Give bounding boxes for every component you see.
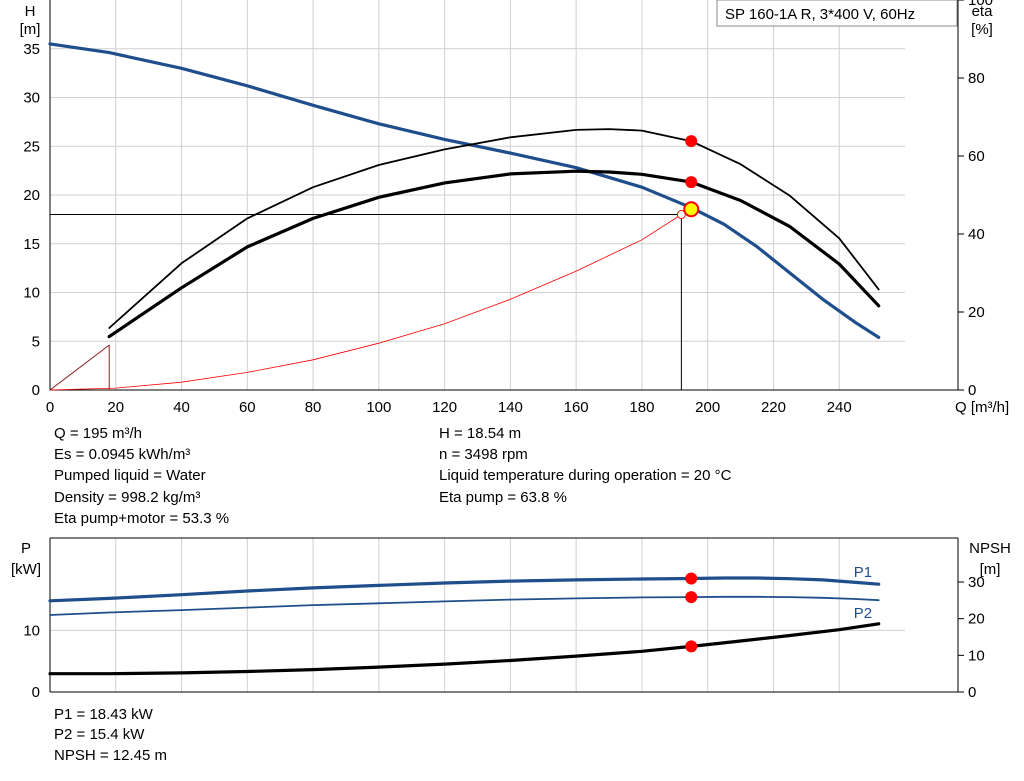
title-box [716,0,958,27]
top-x-tick-label: 60 [239,399,256,416]
bottom-series-1 [49,595,880,616]
bottom-left-tick-label: 0 [32,684,40,701]
top-x-tick-label: 100 [366,399,391,416]
info-eta-total: Eta pump+motor = 53.3 % [54,510,230,527]
bottom-right-tick-label: 20 [968,611,985,628]
operating-point-p1 [685,572,698,585]
top-x-tick-label: 200 [695,399,720,416]
bottom-right-axis-unit: [m] [980,561,1001,578]
top-x-tick-label: 80 [305,399,322,416]
operating-point-head [683,201,700,218]
bottom-left-tick-label: 10 [23,622,40,639]
operating-point-eta-pump [685,135,698,148]
info-p1: P1 = 18.43 kW [54,706,153,723]
top-left-tick-label: 10 [23,285,40,302]
top-right-axis-unit: [%] [971,21,993,38]
bottom-series-2 [48,622,881,676]
top-x-tick-label: 180 [629,399,654,416]
info-npsh: NPSH = 12.45 m [54,747,167,764]
bottom-right-axis-label: NPSH [969,540,1011,557]
top-series-3 [107,169,881,339]
bottom-left-axis-label: P [21,540,31,557]
top-x-tick-label: 220 [761,399,786,416]
top-left-tick-label: 25 [23,138,40,155]
top-x-tick-label: 0 [46,399,54,416]
bottom-right-tick-label: 10 [968,647,985,664]
top-x-tick-label: 40 [173,399,190,416]
operating-point-npsh [685,640,698,653]
top-left-tick-label: 35 [23,41,40,58]
top-right-tick-label: 40 [968,226,985,243]
top-left-axis-label: H [25,3,36,20]
top-x-tick-label: 160 [564,399,589,416]
top-left-axis-unit: [m] [20,21,41,38]
top-series-1 [49,344,110,391]
top-x-tick-label: 120 [432,399,457,416]
info-liquid: Pumped liquid = Water [54,467,206,484]
top-left-tick-label: 30 [23,90,40,107]
chart-title: SP 160-1A R, 3*400 V, 60Hz [725,6,915,23]
top-left-tick-label: 5 [32,333,40,350]
top-left-tick-label: 15 [23,236,40,253]
top-right-tick-label: 0 [968,382,976,399]
top-right-axis-label: eta [972,3,994,20]
operating-point-eta-total [685,176,698,189]
bottom-series-0 [48,576,881,603]
bottom-right-tick-label: 0 [968,684,976,701]
info-n: n = 3498 rpm [439,446,528,463]
top-x-tick-label: 240 [827,399,852,416]
info-density: Density = 998.2 kg/m³ [54,489,201,506]
top-x-tick-label: 20 [107,399,124,416]
top-series-2 [108,128,880,329]
top-x-tick-label: 140 [498,399,523,416]
top-right-tick-label: 20 [968,304,985,321]
top-left-tick-label: 0 [32,382,40,399]
top-series-0 [48,42,881,339]
top-right-tick-label: 60 [968,148,985,165]
top-right-tick-label: 80 [968,70,985,87]
top-x-axis-label: Q [m³/h] [955,399,1009,416]
bottom-left-axis-unit: [kW] [11,561,41,578]
top-left-tick-label: 20 [23,187,40,204]
bottom-right-tick-label: 30 [968,574,985,591]
info-temp: Liquid temperature during operation = 20… [439,467,732,484]
bottom-series-label: P2 [854,605,872,622]
bottom-series-label: P1 [854,564,872,581]
top-right-tick-label: 100 [968,0,993,9]
info-es: Es = 0.0945 kWh/m³ [54,446,191,463]
info-p2: P2 = 15.4 kW [54,726,145,743]
operating-point-p2 [685,591,698,604]
info-q: Q = 195 m³/h [54,425,142,442]
info-eta-pump: Eta pump = 63.8 % [439,489,567,506]
info-h: H = 18.54 m [439,425,522,442]
top-series-4 [49,214,682,391]
